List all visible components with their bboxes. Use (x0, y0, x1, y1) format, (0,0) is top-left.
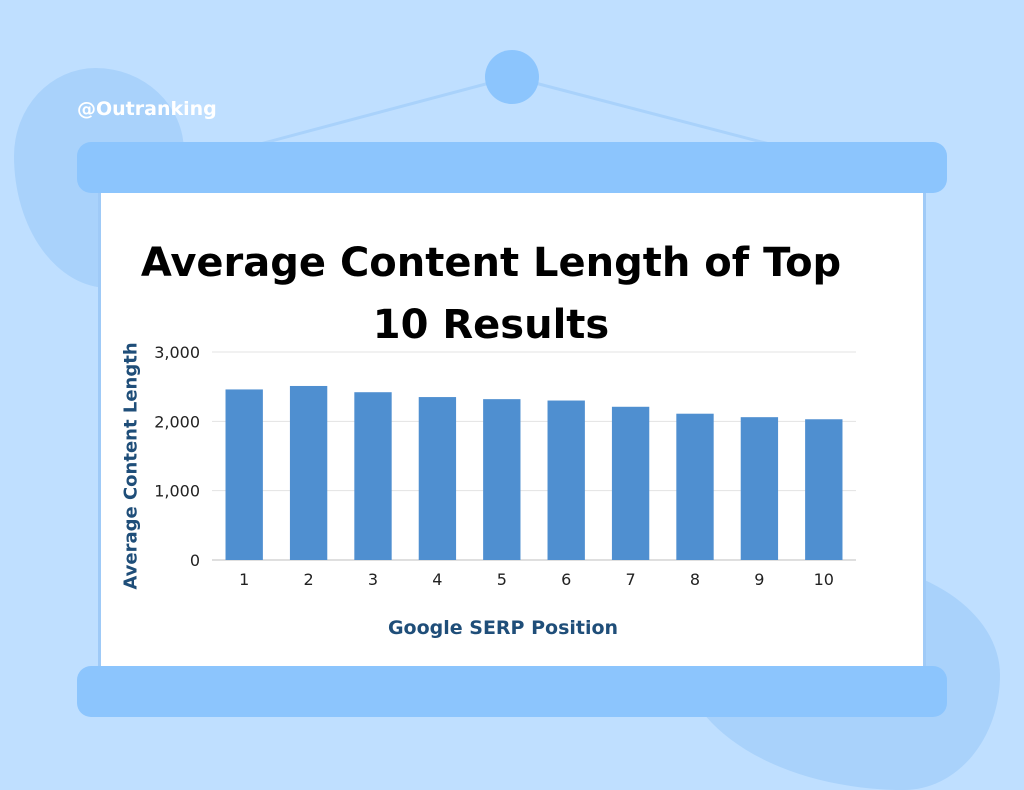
hanger-string-right (511, 75, 801, 154)
chart-title-line-1: Average Content Length of Top (140, 240, 842, 286)
y-tick-label: 3,000 (154, 343, 200, 362)
brand-handle: @Outranking (77, 98, 217, 120)
x-tick-label: 7 (626, 570, 636, 589)
x-tick-label: 9 (754, 570, 764, 589)
hanger-string-left (229, 75, 513, 154)
x-tick-label: 4 (432, 570, 442, 589)
screen-top-roller (77, 142, 947, 193)
x-tick-label: 6 (561, 570, 571, 589)
y-tick-label: 1,000 (154, 482, 200, 501)
x-tick-label: 10 (814, 570, 834, 589)
x-tick-label: 3 (368, 570, 378, 589)
chart-title: Average Content Length of Top 10 Results (101, 232, 881, 356)
y-tick-label: 2,000 (154, 412, 200, 431)
x-tick-label: 2 (304, 570, 314, 589)
bar (805, 419, 843, 560)
hanger-knob (485, 50, 539, 104)
bar (225, 389, 263, 560)
bar (676, 413, 714, 560)
bar (547, 400, 585, 560)
chart-title-line-2: 10 Results (372, 302, 610, 348)
bar (354, 392, 392, 560)
hanger (229, 50, 801, 154)
x-tick-label: 1 (239, 570, 249, 589)
bar (289, 385, 328, 560)
bar (483, 399, 521, 560)
x-tick-label: 8 (690, 570, 700, 589)
y-axis-label: Average Content Length (120, 342, 142, 590)
bar (611, 406, 650, 560)
bar (740, 417, 779, 560)
y-tick-label: 0 (190, 551, 200, 570)
screen-bottom-roller (77, 666, 947, 717)
bar (418, 397, 457, 560)
x-axis-label: Google SERP Position (387, 617, 619, 639)
bar-chart: 0 1,000 2,000 3,000 1 2 3 4 5 6 7 8 9 10 (154, 343, 856, 589)
x-tick-label: 5 (497, 570, 507, 589)
